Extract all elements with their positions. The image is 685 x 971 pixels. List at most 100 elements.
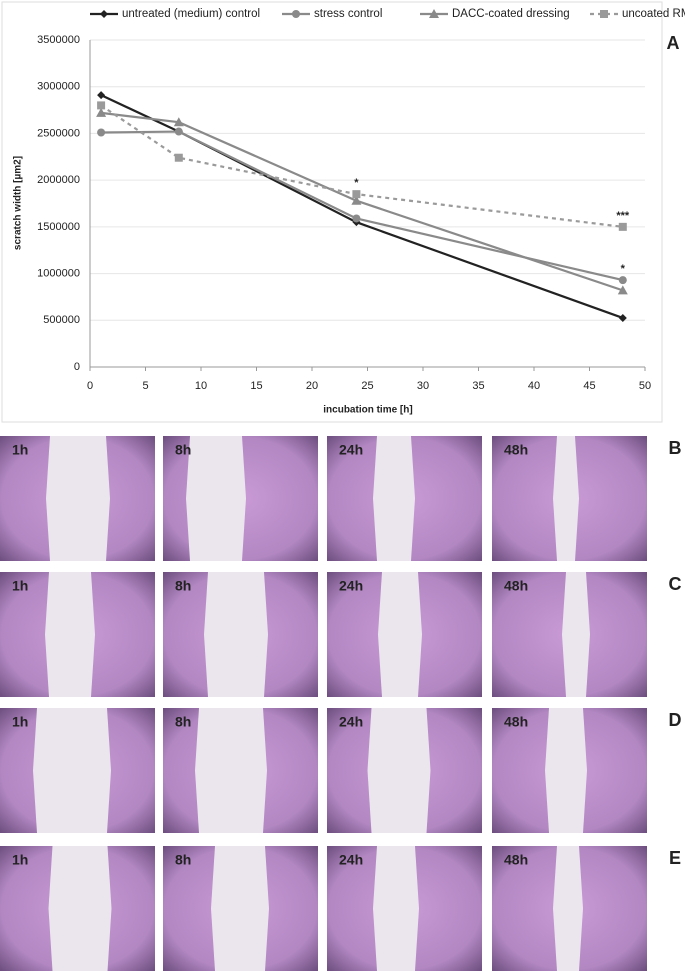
micrograph: 24h — [327, 846, 482, 971]
micrograph: 48h — [492, 846, 647, 971]
panel-label: C — [669, 574, 682, 594]
marker — [97, 128, 106, 137]
time-label: 8h — [175, 578, 191, 594]
time-label: 8h — [175, 852, 191, 868]
marker — [617, 285, 628, 295]
series-line — [100, 111, 624, 292]
time-label: 1h — [12, 852, 28, 868]
panel-label: D — [669, 710, 682, 730]
marker — [352, 214, 361, 223]
x-tick-label: 30 — [417, 380, 429, 392]
legend-label: untreated (medium) control — [122, 8, 260, 20]
time-label: 8h — [175, 714, 191, 730]
x-tick-label: 35 — [472, 380, 484, 392]
x-tick-label: 5 — [142, 380, 148, 392]
annotation: * — [621, 263, 626, 275]
micrograph: 24h — [327, 572, 482, 697]
marker — [174, 127, 183, 136]
x-tick-label: 0 — [87, 380, 93, 392]
time-label: 48h — [504, 852, 528, 868]
micrograph: 48h — [492, 436, 647, 561]
marker — [292, 10, 300, 18]
micrograph: 48h — [492, 708, 647, 833]
time-label: 48h — [504, 442, 528, 458]
y-tick-label: 500000 — [43, 314, 80, 326]
y-tick-label: 1000000 — [37, 267, 80, 279]
x-tick-label: 20 — [306, 380, 318, 392]
x-tick-label: 45 — [583, 380, 595, 392]
micrograph: 24h — [327, 436, 482, 561]
scratch-gap — [545, 708, 587, 833]
x-tick-label: 25 — [361, 380, 373, 392]
scratch-gap — [562, 572, 590, 697]
micrograph: 8h — [163, 572, 318, 697]
x-tick-label: 10 — [195, 380, 207, 392]
time-label: 24h — [339, 442, 363, 458]
panel-label: A — [667, 33, 680, 53]
scratch-gap — [45, 572, 95, 697]
scratch-gap — [367, 708, 431, 833]
marker — [97, 101, 106, 110]
y-tick-label: 0 — [74, 361, 80, 373]
legend-label: stress control — [314, 8, 382, 20]
time-label: 24h — [339, 852, 363, 868]
time-label: 1h — [12, 578, 28, 594]
legend-label: uncoated RM — [622, 8, 685, 20]
micrograph: 1h — [0, 846, 155, 971]
scratch-gap — [48, 846, 112, 971]
y-tick-label: 1500000 — [37, 221, 80, 233]
time-label: 8h — [175, 442, 191, 458]
panel-label: B — [669, 438, 682, 458]
scratch-gap — [195, 708, 267, 833]
time-label: 1h — [12, 714, 28, 730]
scratch-gap — [553, 436, 579, 561]
micrograph: 8h — [163, 708, 318, 833]
scratch-gap — [204, 572, 268, 697]
marker — [618, 222, 627, 231]
annotation: *** — [616, 210, 630, 222]
scratch-gap — [211, 846, 269, 971]
time-label: 48h — [504, 578, 528, 594]
micrograph: 8h — [163, 846, 318, 971]
scratch-gap — [378, 572, 422, 697]
marker — [618, 276, 627, 285]
annotation: * — [354, 177, 359, 189]
scratch-gap — [553, 846, 583, 971]
micrograph: 48h — [492, 572, 647, 697]
micrograph: 24h — [327, 708, 482, 833]
time-label: 24h — [339, 578, 363, 594]
marker — [618, 313, 627, 322]
marker — [600, 10, 608, 18]
scratch-gap — [46, 436, 110, 561]
time-label: 24h — [339, 714, 363, 730]
marker — [174, 153, 183, 162]
legend-label: DACC-coated dressing — [452, 8, 570, 20]
x-tick-label: 40 — [528, 380, 540, 392]
marker — [96, 107, 107, 117]
x-tick-label: 15 — [250, 380, 262, 392]
marker — [100, 10, 108, 18]
micrograph: 1h — [0, 436, 155, 561]
scratch-gap — [373, 436, 415, 561]
series-line — [100, 104, 623, 228]
time-label: 1h — [12, 442, 28, 458]
marker — [352, 190, 361, 199]
micrograph: 8h — [163, 436, 318, 561]
y-tick-label: 3000000 — [37, 81, 80, 93]
micrograph: 1h — [0, 708, 155, 833]
chart-area-border — [1, 1, 663, 423]
scratch-gap — [373, 846, 419, 971]
marker — [97, 91, 106, 100]
scratch-gap — [33, 708, 111, 833]
x-tick-label: 50 — [639, 380, 651, 392]
time-label: 48h — [504, 714, 528, 730]
marker — [173, 117, 184, 127]
marker — [429, 9, 439, 18]
y-tick-label: 2000000 — [37, 174, 80, 186]
scratch-gap — [186, 436, 246, 561]
micrograph: 1h — [0, 572, 155, 697]
y-tick-label: 3500000 — [37, 34, 80, 46]
marker — [351, 195, 362, 205]
panel-label: E — [669, 848, 681, 868]
